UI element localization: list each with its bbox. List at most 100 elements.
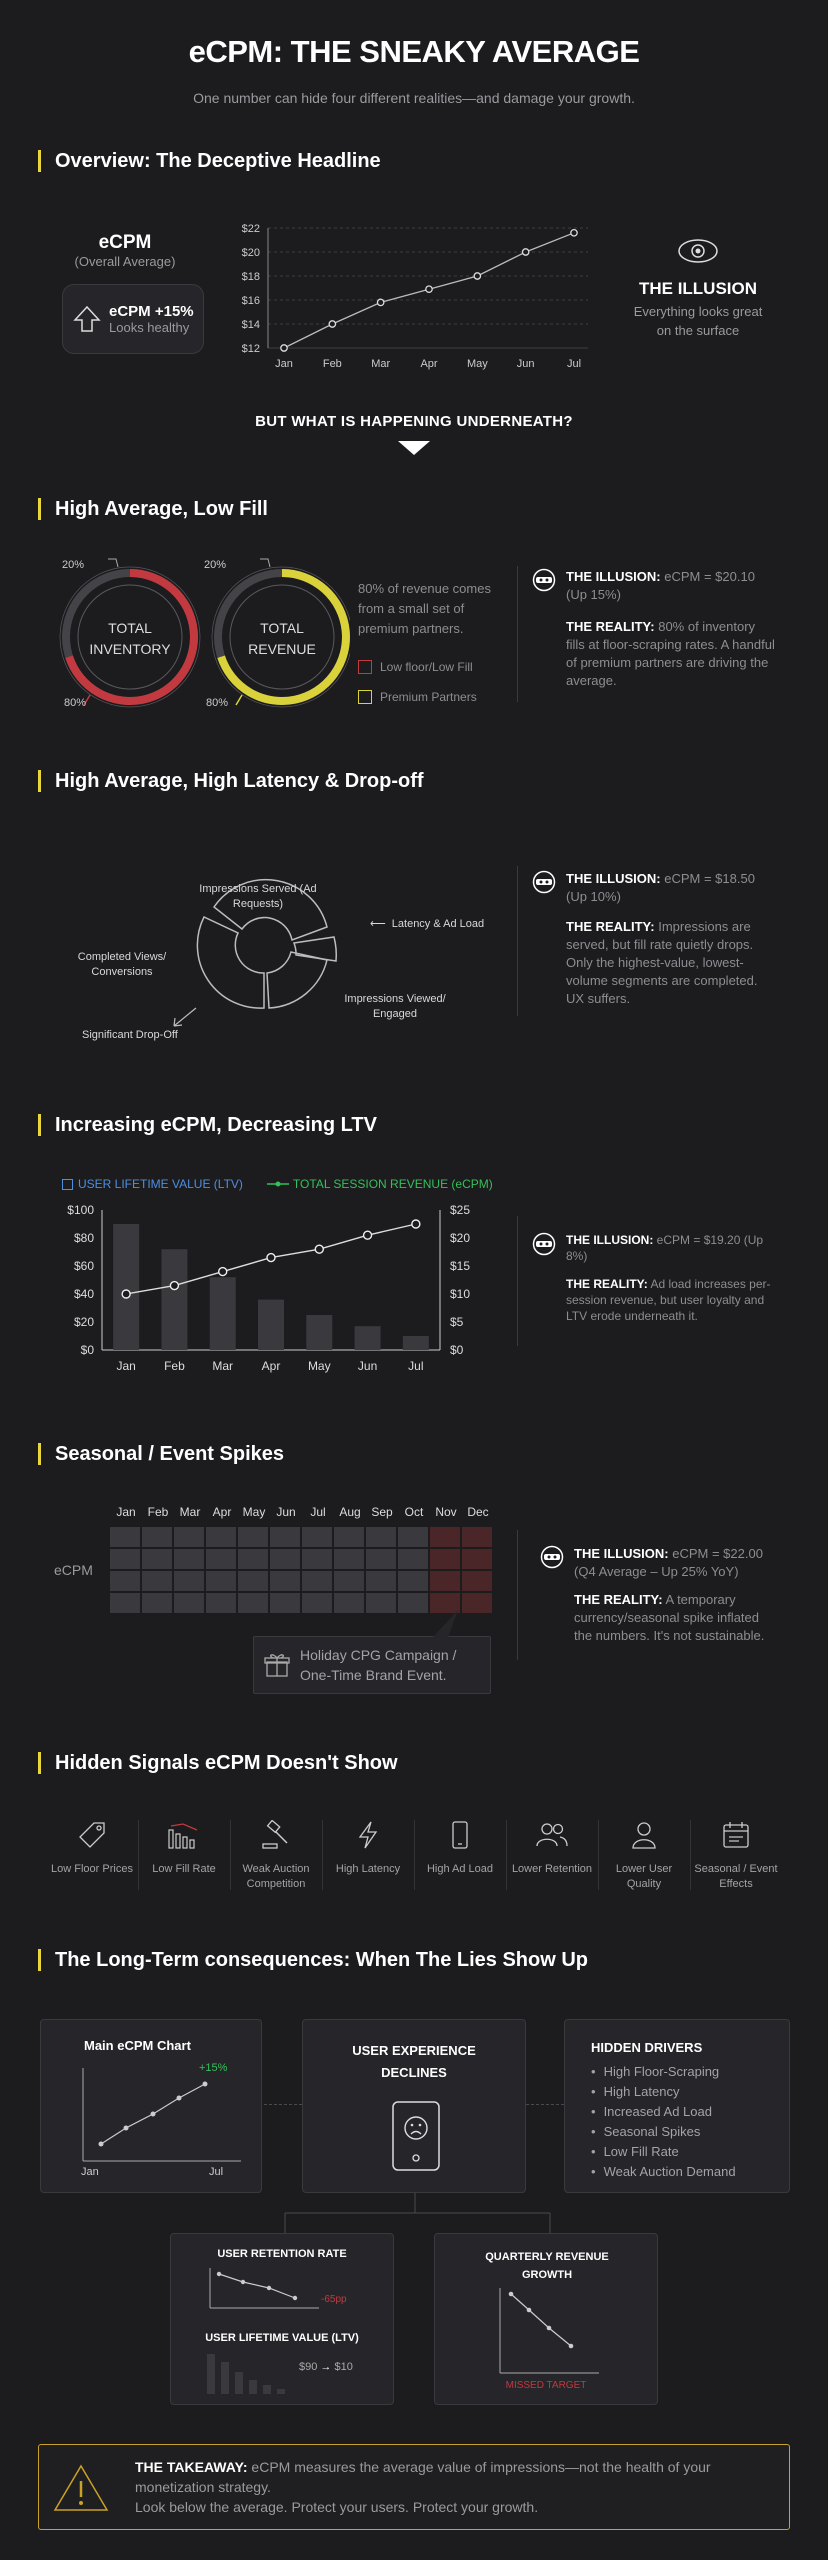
label-served: Impressions Served (Ad Requests) xyxy=(199,883,317,910)
heatmap-month-label: Apr xyxy=(212,1505,232,1519)
heatmap-cell xyxy=(302,1593,332,1613)
gavel-icon xyxy=(262,1820,288,1849)
heatmap-month-label: Dec xyxy=(467,1505,489,1519)
dropoff-arrow-icon xyxy=(173,1007,197,1027)
drivers-title: HIDDEN DRIVERS xyxy=(591,2040,703,2055)
signal-label: Low Fill Rate xyxy=(152,1863,216,1875)
left-tick-label: $20 xyxy=(74,1315,94,1329)
event-callout: Holiday CPG Campaign / One-Time Brand Ev… xyxy=(253,1636,491,1694)
segment-completed xyxy=(196,916,265,1009)
data-point xyxy=(328,320,337,328)
ltv-title: USER LIFETIME VALUE (LTV) xyxy=(205,2332,359,2344)
reality-value: Impressions are served, but fill rate qu… xyxy=(566,919,758,1006)
ux-title: USER EXPERIENCE DECLINES xyxy=(352,2043,476,2080)
signal-label: High Latency xyxy=(335,1863,401,1875)
heatmap-cell xyxy=(366,1571,396,1591)
gift-icon xyxy=(264,1654,290,1677)
donut1-low-arc xyxy=(65,569,198,705)
illusion-value: eCPM = $19.20 (Up 8%) xyxy=(566,1233,764,1263)
donut2-top-pct: 20% xyxy=(204,559,227,571)
heatmap-cell xyxy=(334,1571,364,1591)
dropoff-pie-chart xyxy=(196,878,338,1009)
revenue-point xyxy=(266,1252,276,1263)
reality-label: THE REALITY: xyxy=(574,1592,663,1607)
divider xyxy=(413,1820,415,1890)
heatmap-month-labels: Jan Feb Mar Apr May Jun Jul Aug Sep Oct Nov Dec xyxy=(110,1505,494,1519)
right-tick-label: $5 xyxy=(450,1315,464,1329)
heatmap-cell xyxy=(270,1549,300,1569)
legend-swatch-ltv xyxy=(62,1178,73,1190)
section-heading-overview: Overview: The Deceptive Headline xyxy=(38,150,381,172)
user-icon xyxy=(632,1822,656,1849)
heatmap-month-label: Oct xyxy=(404,1505,424,1519)
driver-item: High Latency xyxy=(591,2082,736,2102)
arrow-left-icon: ⟵ xyxy=(370,918,386,930)
heatmap-month-label: Jul xyxy=(310,1505,326,1519)
legend-premium: Premium Partners xyxy=(358,690,477,704)
main-chart-title: Main eCPM Chart xyxy=(84,2038,191,2053)
signal-label: Lower User Quality xyxy=(615,1863,673,1890)
heatmap-cell xyxy=(110,1527,140,1547)
eye-icon xyxy=(678,239,718,263)
label-viewed: Impressions Viewed/ Engaged xyxy=(344,993,446,1020)
ltv-bar xyxy=(209,1277,236,1350)
arrow-right-icon: → xyxy=(320,2361,332,2373)
heatmap-cell xyxy=(110,1571,140,1591)
connector xyxy=(526,2104,564,2105)
x-tick-label: Jan xyxy=(116,1359,135,1373)
heatmap-cell xyxy=(238,1593,268,1613)
y-tick-label: $12 xyxy=(242,343,260,355)
heatmap-cell-spike xyxy=(430,1527,460,1547)
connector-lines xyxy=(284,2193,551,2233)
takeaway-text2: Look below the average. Protect your use… xyxy=(135,2499,539,2515)
heatmap-cell xyxy=(206,1571,236,1591)
heatmap-cell xyxy=(142,1593,172,1613)
ltv-change: $90 → $10 xyxy=(299,2361,353,2373)
lightning-icon xyxy=(358,1821,378,1849)
calendar-icon xyxy=(723,1822,749,1848)
heatmap-month-label: Jan xyxy=(116,1505,136,1519)
segment-served xyxy=(212,878,328,942)
heatmap-cell xyxy=(398,1571,428,1591)
revenue-point xyxy=(362,1230,373,1240)
divider xyxy=(321,1820,323,1890)
divider xyxy=(597,1820,599,1890)
reality-value: A temporary currency/seasonal spike infl… xyxy=(574,1592,765,1643)
signals-row: Low Floor Prices Low Fill Rate Weak Auct… xyxy=(48,1820,780,1892)
divider xyxy=(137,1820,139,1890)
heatmap-cell xyxy=(174,1549,204,1569)
reality-panel-ltv: THE ILLUSION: eCPM = $19.20 (Up 8%) THE … xyxy=(532,1232,777,1324)
takeaway-label: THE TAKEAWAY: xyxy=(135,2459,248,2475)
divider xyxy=(229,1820,231,1890)
heatmap-cell xyxy=(334,1549,364,1569)
ltv-mini-bars xyxy=(207,2354,285,2394)
page-subtitle: One number can hide four different reali… xyxy=(193,90,635,106)
mask-icon xyxy=(532,1232,556,1256)
label-latency: ⟵ Latency & Ad Load xyxy=(370,917,484,931)
missed-target: MISSED TARGET xyxy=(505,2380,587,2391)
signal-low-fill-rate: Low Fill Rate xyxy=(140,1820,228,1892)
badge-sub: Looks healthy xyxy=(109,320,190,335)
heatmap-cell xyxy=(398,1527,428,1547)
heatmap-cell xyxy=(366,1593,396,1613)
heatmap-row-label: eCPM xyxy=(54,1562,93,1578)
badge-main: eCPM +15% xyxy=(109,303,194,320)
donut-charts xyxy=(59,558,350,708)
donut1-label: TOTAL INVENTORY xyxy=(89,620,171,657)
illusion-label: THE ILLUSION: xyxy=(574,1546,669,1561)
illusion-value: eCPM = $20.10 (Up 15%) xyxy=(566,569,755,602)
signal-label: Weak Auction Competition xyxy=(242,1863,310,1890)
signal-label: High Ad Load xyxy=(426,1863,494,1875)
ltv-from: $90 xyxy=(299,2361,318,2373)
divider xyxy=(517,1530,518,1660)
segment-latency xyxy=(292,936,338,962)
heatmap-cell xyxy=(302,1549,332,1569)
main-ecpm-card: Main eCPM Chart +15% Jan Jul xyxy=(40,2019,262,2193)
x-tick-label: Jun xyxy=(358,1359,377,1373)
heatmap-grid xyxy=(110,1527,492,1613)
metric-subtitle: (Overall Average) xyxy=(74,254,176,269)
ltv-bar xyxy=(113,1224,140,1350)
section-heading-seasonal: Seasonal / Event Spikes xyxy=(38,1443,284,1465)
main-chart-x0: Jan xyxy=(81,2166,99,2178)
left-tick-label: $60 xyxy=(74,1259,94,1273)
